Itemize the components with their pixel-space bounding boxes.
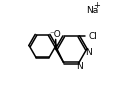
Text: N: N [76,62,83,71]
Text: N: N [85,48,92,57]
Text: ⁻O: ⁻O [49,30,61,39]
Text: +: + [93,1,100,10]
Text: Na: Na [86,6,99,15]
Text: Cl: Cl [89,32,97,41]
